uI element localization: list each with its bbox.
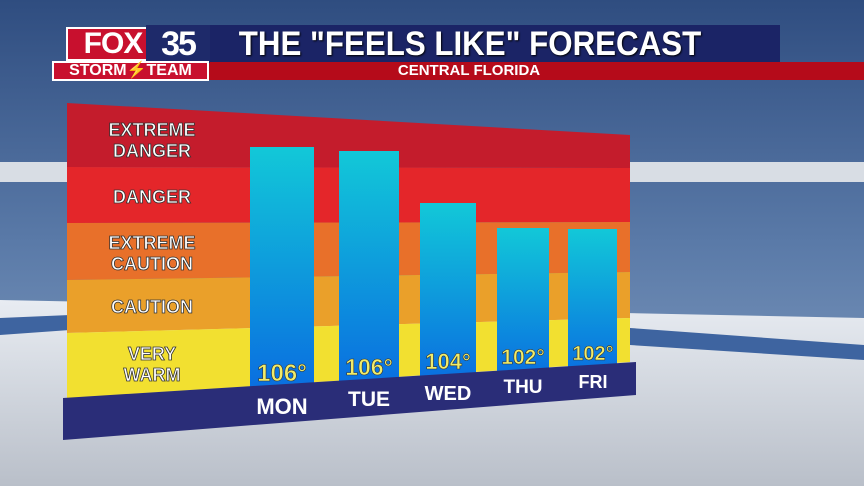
page-subtitle: CENTRAL FLORIDA [397, 62, 541, 79]
storm-team-text: STORM⚡TEAM [54, 63, 207, 79]
zone-label-extreme-caution-1: EXTREME [108, 233, 195, 253]
bar-tue [339, 151, 399, 383]
zone-extreme-danger [67, 103, 630, 168]
bar-fri [568, 229, 617, 373]
value-label-mon: 106° [257, 360, 307, 387]
bar-mon [250, 147, 314, 387]
zone-label-very-warm-2: WARM [124, 365, 181, 385]
fox-logo: FOX [66, 27, 160, 61]
zone-label-extreme-danger-2: DANGER [113, 141, 191, 161]
channel-number: 35 [146, 25, 210, 63]
bar-wed [420, 203, 476, 380]
zone-label-extreme-danger-1: EXTREME [108, 120, 195, 140]
day-label-tue: TUE [348, 388, 390, 411]
day-label-thu: THU [503, 377, 542, 398]
page-title: THE "FEELS LIKE" FORECAST [238, 25, 702, 63]
value-label-tue: 106° [345, 354, 393, 380]
storm-team-badge: STORM⚡TEAM [52, 61, 209, 81]
zone-label-caution: CAUTION [111, 297, 193, 317]
bars [250, 147, 617, 387]
value-label-thu: 102° [501, 346, 544, 369]
day-label-wed: WED [425, 383, 472, 405]
zone-label-danger: DANGER [113, 187, 191, 207]
fox-logo-text: FOX [68, 29, 158, 59]
zone-label-very-warm-1: VERY [128, 344, 176, 364]
bar-thu [497, 228, 549, 376]
day-label-fri: FRI [579, 372, 608, 392]
day-label-band [63, 362, 636, 440]
subtitle-bar: CENTRAL FLORIDA [209, 62, 864, 80]
day-label-mon: MON [256, 394, 307, 419]
title-bar: THE "FEELS LIKE" FORECAST [210, 25, 780, 63]
zone-label-extreme-caution-2: CAUTION [111, 254, 193, 274]
value-label-fri: 102° [572, 343, 613, 365]
value-label-wed: 104° [425, 349, 471, 374]
